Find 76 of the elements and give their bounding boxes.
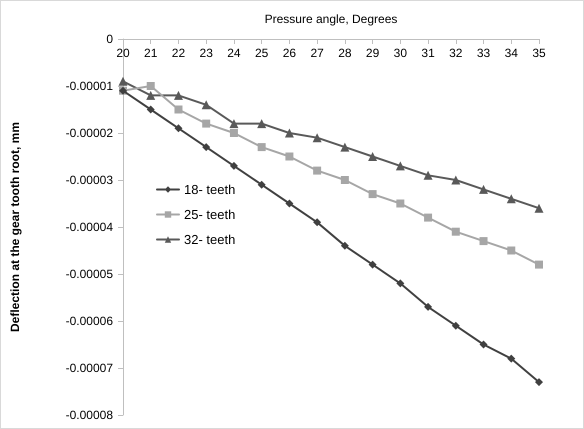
point <box>258 143 266 152</box>
y-tick-label: -0.00007 <box>66 361 114 375</box>
x-tick-label: 25 <box>254 46 269 60</box>
point <box>202 143 210 152</box>
x-tick-label: 34 <box>504 46 518 60</box>
point <box>396 200 404 208</box>
point <box>368 260 377 269</box>
x-tick-label: 31 <box>421 46 436 60</box>
point <box>284 128 294 138</box>
y-tick-label: 0 <box>106 32 114 46</box>
point <box>285 152 294 160</box>
x-tick-label: 33 <box>476 46 491 60</box>
point <box>506 194 516 204</box>
y-tick-label: -0.00003 <box>66 173 114 187</box>
point <box>230 129 238 137</box>
point <box>146 82 155 90</box>
x-tick-label: 23 <box>200 46 214 60</box>
point <box>313 166 322 175</box>
point <box>313 218 322 226</box>
point <box>174 124 182 132</box>
point <box>452 228 460 236</box>
x-tick-label: 22 <box>172 46 186 60</box>
point <box>507 246 516 254</box>
x-tick-label: 24 <box>227 46 241 60</box>
x-tick-label: 20 <box>116 46 130 60</box>
point <box>174 106 182 114</box>
point <box>230 162 238 170</box>
y-tick-label: -0.00002 <box>66 126 114 140</box>
point <box>174 90 183 100</box>
point <box>340 142 350 152</box>
point <box>534 204 544 213</box>
point <box>118 76 128 86</box>
y-tick-label: -0.00006 <box>66 314 114 328</box>
x-tick-label: 28 <box>338 46 352 60</box>
point <box>479 184 488 194</box>
point <box>480 340 488 348</box>
point <box>285 200 294 208</box>
point <box>202 100 211 110</box>
x-tick-label: 27 <box>310 46 324 60</box>
point <box>257 119 266 128</box>
point <box>535 260 543 269</box>
legend-label: 25- teeth <box>184 207 236 222</box>
x-tick-label: 29 <box>366 46 380 60</box>
point <box>451 176 460 184</box>
point <box>340 176 349 184</box>
x-tick-label: 21 <box>144 46 158 60</box>
y-tick-label: -0.00001 <box>66 79 114 93</box>
point <box>507 354 516 363</box>
point <box>452 322 460 330</box>
x-axis-title: Pressure angle, Degrees <box>264 12 398 26</box>
x-tick-label: 32 <box>449 46 463 60</box>
point <box>146 90 156 100</box>
x-tick-label: 30 <box>394 46 408 60</box>
y-axis-title: Deflection at the gear tooth root, mm <box>8 122 22 332</box>
point <box>424 170 433 180</box>
point <box>535 378 543 386</box>
x-tick-label: 35 <box>532 46 546 60</box>
point <box>396 279 404 288</box>
point <box>258 180 266 189</box>
y-tick-label: -0.00008 <box>66 408 114 422</box>
point <box>480 237 488 246</box>
x-tick-label: 26 <box>282 46 296 60</box>
point <box>202 120 210 128</box>
point <box>312 133 322 142</box>
point <box>368 152 378 161</box>
point <box>368 190 377 198</box>
legend-label: 32- teeth <box>184 232 236 247</box>
point <box>146 106 155 114</box>
point <box>396 161 405 170</box>
point <box>340 242 349 250</box>
y-tick-label: -0.00004 <box>66 220 114 234</box>
y-tick-label: -0.00005 <box>66 267 114 281</box>
point <box>424 302 432 311</box>
point <box>424 214 432 222</box>
point <box>229 119 238 128</box>
legend-label: 18- teeth <box>184 182 236 197</box>
